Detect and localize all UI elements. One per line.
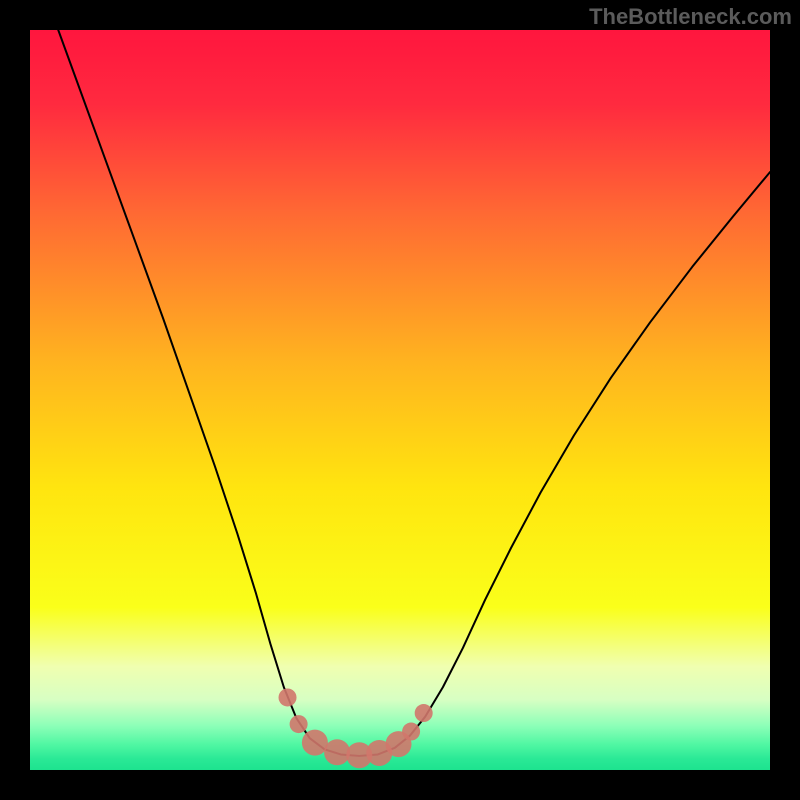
plot-area xyxy=(30,30,770,770)
curve-overlay xyxy=(30,30,770,770)
bottom-marker xyxy=(279,688,297,706)
watermark-text: TheBottleneck.com xyxy=(589,4,792,30)
bottom-marker xyxy=(302,730,328,756)
bottom-markers xyxy=(279,688,433,768)
bottom-marker xyxy=(415,704,433,722)
bottleneck-curve xyxy=(45,30,770,756)
bottom-marker xyxy=(324,739,350,765)
frame-border-bottom xyxy=(0,770,800,800)
bottom-marker xyxy=(402,723,420,741)
chart-container: TheBottleneck.com xyxy=(0,0,800,800)
frame-border-right xyxy=(770,0,800,800)
frame-border-left xyxy=(0,0,30,800)
bottom-marker xyxy=(290,715,308,733)
